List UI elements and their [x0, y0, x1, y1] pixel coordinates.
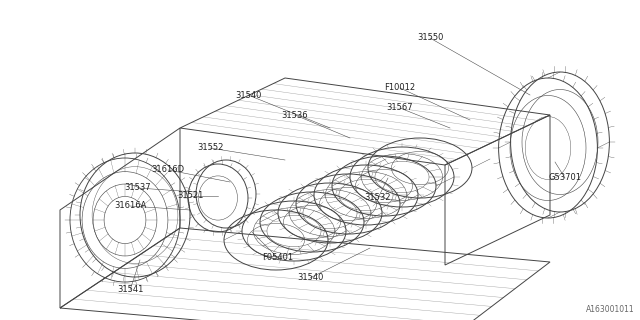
Text: G53701: G53701 [548, 173, 582, 182]
Text: 31616A: 31616A [114, 202, 146, 211]
Text: F05401: F05401 [262, 253, 294, 262]
Text: 31540: 31540 [297, 274, 323, 283]
Text: 31536: 31536 [282, 110, 308, 119]
Text: 31550: 31550 [417, 34, 443, 43]
Text: 31567: 31567 [387, 103, 413, 113]
Text: A163001011: A163001011 [586, 305, 635, 314]
Text: 31537: 31537 [125, 183, 151, 193]
Text: 31541: 31541 [117, 285, 143, 294]
Text: 31616D: 31616D [152, 165, 184, 174]
Text: 31521: 31521 [177, 191, 203, 201]
Text: F10012: F10012 [385, 84, 415, 92]
Text: 31540: 31540 [235, 91, 261, 100]
Text: 31532: 31532 [365, 194, 391, 203]
Text: 31552: 31552 [197, 143, 223, 153]
